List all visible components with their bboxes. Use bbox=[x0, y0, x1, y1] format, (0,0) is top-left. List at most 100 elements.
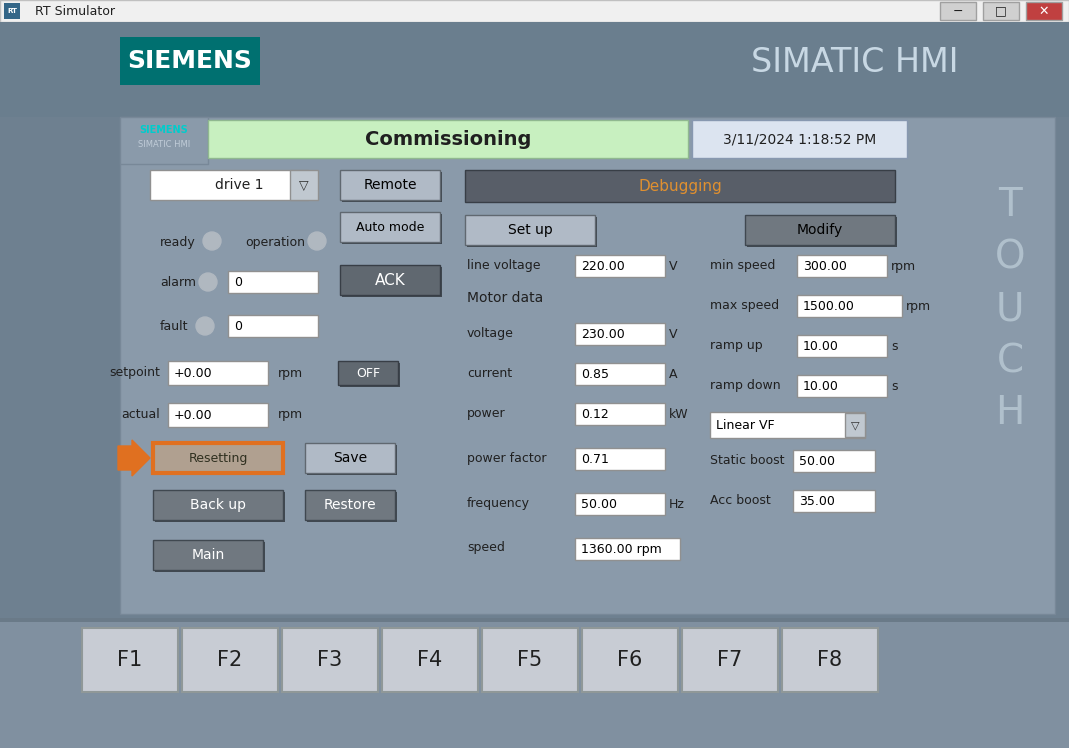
Bar bbox=[465, 215, 595, 245]
Text: line voltage: line voltage bbox=[467, 259, 541, 272]
Text: Restore: Restore bbox=[324, 498, 376, 512]
Text: F7: F7 bbox=[717, 650, 743, 670]
Text: kW: kW bbox=[669, 408, 688, 420]
Text: SIMATIC HMI: SIMATIC HMI bbox=[138, 139, 190, 149]
Text: F2: F2 bbox=[217, 650, 243, 670]
Text: rpm: rpm bbox=[278, 408, 304, 420]
Text: current: current bbox=[467, 367, 512, 379]
Bar bbox=[0, 0, 1069, 22]
Bar bbox=[153, 443, 283, 473]
Bar bbox=[0, 22, 1069, 117]
Bar bbox=[120, 37, 260, 85]
Text: Save: Save bbox=[332, 451, 367, 465]
Text: Auto mode: Auto mode bbox=[356, 221, 424, 233]
Bar bbox=[845, 413, 865, 437]
Text: ✕: ✕ bbox=[1039, 4, 1050, 17]
Text: 0.12: 0.12 bbox=[580, 408, 608, 420]
Text: Static boost: Static boost bbox=[710, 453, 785, 467]
Text: T: T bbox=[998, 186, 1022, 224]
Bar bbox=[575, 493, 665, 515]
Bar bbox=[340, 170, 440, 200]
Text: Modify: Modify bbox=[796, 223, 843, 237]
Text: Back up: Back up bbox=[190, 498, 246, 512]
Bar bbox=[120, 117, 208, 164]
Text: U: U bbox=[995, 290, 1024, 328]
Text: rpm: rpm bbox=[278, 367, 304, 379]
Bar bbox=[153, 490, 283, 520]
Bar bbox=[305, 490, 396, 520]
Text: F6: F6 bbox=[617, 650, 642, 670]
Circle shape bbox=[199, 273, 217, 291]
Bar bbox=[747, 217, 897, 247]
Bar bbox=[307, 492, 397, 522]
Bar bbox=[482, 628, 578, 692]
Text: Resetting: Resetting bbox=[188, 452, 248, 465]
Bar bbox=[342, 172, 441, 202]
Text: H: H bbox=[995, 394, 1025, 432]
Bar bbox=[228, 315, 317, 337]
Bar bbox=[182, 628, 278, 692]
Bar bbox=[153, 540, 263, 570]
Text: 0.71: 0.71 bbox=[580, 453, 609, 465]
Text: □: □ bbox=[995, 4, 1007, 17]
Bar bbox=[155, 542, 265, 572]
Bar bbox=[340, 265, 440, 295]
Bar bbox=[1026, 2, 1062, 20]
Text: 10.00: 10.00 bbox=[803, 379, 839, 393]
Bar bbox=[940, 2, 976, 20]
Bar bbox=[120, 117, 1055, 614]
Text: SIEMENS: SIEMENS bbox=[140, 125, 188, 135]
FancyArrow shape bbox=[118, 440, 150, 476]
Bar bbox=[575, 255, 665, 277]
Text: s: s bbox=[890, 379, 898, 393]
Bar bbox=[797, 375, 887, 397]
Bar bbox=[467, 217, 597, 247]
Text: ramp down: ramp down bbox=[710, 378, 780, 391]
Bar bbox=[582, 628, 678, 692]
Text: power: power bbox=[467, 406, 506, 420]
Text: RT: RT bbox=[7, 8, 17, 14]
Bar bbox=[382, 628, 478, 692]
Text: 0: 0 bbox=[234, 275, 242, 289]
Text: Debugging: Debugging bbox=[638, 179, 722, 194]
Bar bbox=[305, 443, 396, 473]
Text: C: C bbox=[996, 342, 1023, 380]
Text: F8: F8 bbox=[818, 650, 842, 670]
Text: Acc boost: Acc boost bbox=[710, 494, 771, 506]
Bar bbox=[783, 628, 878, 692]
Text: Remote: Remote bbox=[363, 178, 417, 192]
Text: 50.00: 50.00 bbox=[799, 455, 835, 468]
Text: Main: Main bbox=[191, 548, 224, 562]
Text: 35.00: 35.00 bbox=[799, 494, 835, 507]
Text: V: V bbox=[669, 260, 678, 272]
Text: rpm: rpm bbox=[907, 299, 931, 313]
Text: fault: fault bbox=[160, 319, 188, 333]
Text: ramp up: ramp up bbox=[710, 339, 762, 352]
Text: Set up: Set up bbox=[508, 223, 553, 237]
Bar bbox=[307, 445, 397, 475]
Bar bbox=[983, 2, 1019, 20]
Bar bbox=[282, 628, 378, 692]
Text: F4: F4 bbox=[417, 650, 443, 670]
Text: alarm: alarm bbox=[160, 275, 196, 289]
Text: ACK: ACK bbox=[374, 272, 405, 287]
Bar bbox=[290, 170, 317, 200]
Bar bbox=[82, 628, 179, 692]
Text: max speed: max speed bbox=[710, 298, 779, 311]
Text: s: s bbox=[890, 340, 898, 352]
Bar bbox=[168, 403, 268, 427]
Bar bbox=[340, 212, 440, 242]
Bar bbox=[797, 335, 887, 357]
Bar bbox=[575, 403, 665, 425]
Text: 0: 0 bbox=[234, 319, 242, 333]
Bar bbox=[793, 490, 876, 512]
Text: F5: F5 bbox=[517, 650, 543, 670]
Text: 230.00: 230.00 bbox=[580, 328, 624, 340]
Text: A: A bbox=[669, 367, 678, 381]
Text: Commissioning: Commissioning bbox=[365, 129, 531, 149]
Text: ready: ready bbox=[160, 236, 196, 248]
Text: RT Simulator: RT Simulator bbox=[35, 4, 115, 17]
Text: 220.00: 220.00 bbox=[580, 260, 624, 272]
Text: rpm: rpm bbox=[890, 260, 916, 272]
Text: 300.00: 300.00 bbox=[803, 260, 847, 272]
